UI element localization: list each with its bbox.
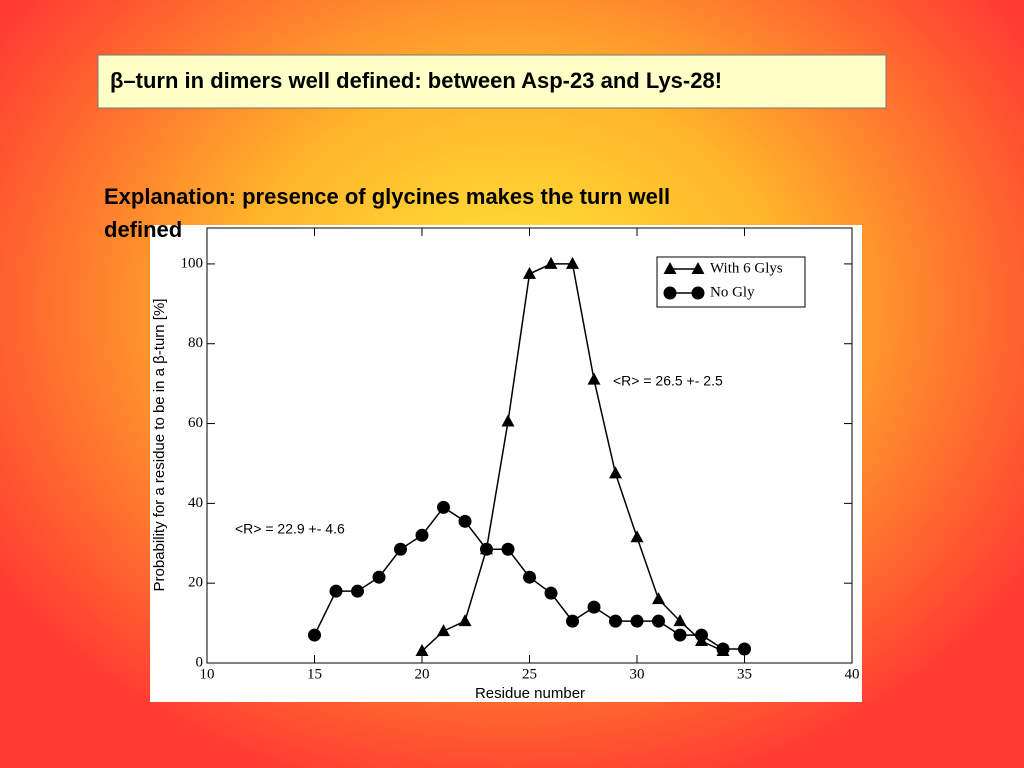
triangle-marker: [544, 256, 558, 269]
legend: [656, 256, 806, 308]
legend-marker: [691, 286, 705, 300]
x-tick-label: 25: [522, 666, 537, 682]
legend-label: No Gly: [710, 284, 755, 300]
x-tick-label: 20: [415, 666, 430, 682]
circle-marker: [630, 614, 644, 628]
circle-marker: [372, 570, 386, 584]
x-tick-label: 30: [630, 666, 645, 682]
circle-marker: [652, 614, 665, 628]
x-tick-label: 10: [200, 666, 215, 682]
y-tick-label: 20: [188, 575, 203, 591]
circle-marker: [609, 614, 622, 628]
circle-marker: [437, 500, 450, 514]
slide-title: β–turn in dimers well defined: between A…: [110, 68, 722, 93]
circle-marker: [351, 584, 364, 598]
y-tick-label: 0: [196, 654, 204, 670]
circle-marker: [587, 600, 601, 614]
circle-marker: [394, 542, 407, 556]
legend-marker: [691, 262, 705, 274]
triangle-marker: [566, 256, 579, 269]
triangle-marker: [501, 414, 515, 427]
circle-marker: [415, 528, 429, 542]
circle-marker: [501, 542, 515, 556]
y-tick-label: 100: [181, 255, 204, 271]
x-tick-label: 35: [737, 666, 752, 682]
title-box: [97, 54, 887, 109]
circle-marker: [308, 628, 321, 642]
circle-marker: [544, 586, 558, 600]
circle-marker: [480, 542, 493, 556]
circle-marker: [458, 514, 472, 528]
legend-marker: [663, 262, 677, 274]
annotation: <R> = 22.9 +- 4.6: [235, 521, 345, 537]
y-tick-label: 60: [188, 415, 203, 431]
circle-marker: [716, 642, 730, 656]
x-tick-label: 40: [845, 666, 860, 682]
y-tick-label: 40: [188, 495, 203, 511]
triangle-marker: [652, 592, 665, 605]
legend-marker: [663, 286, 677, 300]
circle-marker: [738, 642, 751, 656]
circle-marker: [695, 628, 708, 642]
circle-marker: [523, 570, 536, 584]
y-axis-label: Probability for a residue to be in a β-t…: [151, 299, 168, 592]
triangle-marker: [437, 624, 450, 637]
triangle-marker: [587, 372, 601, 385]
annotation: <R> = 26.5 +- 2.5: [613, 373, 723, 389]
circle-marker: [329, 584, 343, 598]
x-axis-label: Residue number: [475, 685, 585, 702]
circle-marker: [566, 614, 579, 628]
x-tick-label: 15: [307, 666, 322, 682]
triangle-marker: [609, 466, 622, 479]
slide-subtitle: Explanation: presence of glycines makes …: [104, 184, 670, 242]
circle-marker: [673, 628, 687, 642]
triangle-marker: [458, 614, 472, 627]
legend-label: With 6 Glys: [710, 260, 783, 276]
y-tick-label: 80: [188, 335, 203, 351]
triangle-marker: [523, 266, 536, 279]
triangle-marker: [630, 530, 644, 543]
triangle-marker: [673, 614, 687, 627]
triangle-marker: [415, 644, 429, 657]
